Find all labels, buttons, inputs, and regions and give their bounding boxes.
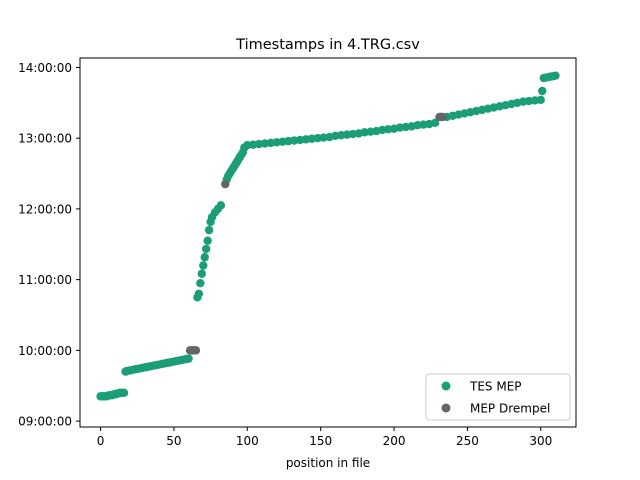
data-point	[438, 112, 447, 122]
y-tick-label: 12:00:00	[18, 202, 72, 216]
data-point	[202, 244, 211, 254]
legend-label: MEP Drempel	[470, 402, 550, 416]
data-point	[200, 253, 209, 262]
data-point	[221, 179, 230, 189]
series-0	[96, 71, 560, 401]
data-point	[191, 346, 201, 355]
data-point	[203, 236, 212, 245]
data-point	[216, 201, 226, 210]
chart-title: Timestamps in 4.TRG.csv	[235, 37, 420, 53]
y-tick-label: 13:00:00	[18, 132, 72, 146]
data-point	[204, 225, 214, 235]
data-point	[536, 95, 545, 105]
data-point	[184, 354, 193, 363]
data-point	[119, 388, 129, 398]
plot-area-frame	[79, 57, 577, 428]
x-tick-label: 250	[456, 434, 479, 448]
legend-marker	[441, 403, 451, 413]
x-tick-label: 150	[309, 434, 332, 448]
x-axis-label: position in file	[286, 456, 370, 470]
x-tick-label: 200	[383, 434, 406, 448]
series-1	[185, 112, 447, 355]
data-point	[430, 118, 440, 128]
legend-label: TES MEP	[469, 380, 522, 394]
plot-points	[96, 71, 560, 401]
x-tick-label: 50	[166, 434, 181, 448]
x-tick-label: 300	[529, 434, 552, 448]
y-tick-label: 09:00:00	[18, 415, 72, 429]
data-point	[538, 86, 547, 96]
y-tick-label: 11:00:00	[18, 273, 72, 287]
y-tick-label: 14:00:00	[18, 61, 72, 75]
data-point	[196, 278, 205, 288]
data-point	[551, 71, 560, 80]
legend-marker	[441, 381, 451, 391]
legend: TES MEP MEP Drempel	[425, 373, 571, 421]
data-point	[199, 261, 208, 270]
y-axis: 09:00:00 10:00:00 11:00:00 12:00:00 13:00:00…	[18, 61, 80, 429]
x-tick-label: 100	[236, 434, 259, 448]
legend-frame	[425, 373, 571, 421]
y-tick-label: 10:00:00	[18, 344, 72, 358]
x-tick-label: 0	[97, 434, 105, 448]
data-point	[194, 289, 204, 298]
data-point	[197, 269, 206, 278]
x-axis: 0 50 100 150 200 250 300	[97, 427, 552, 448]
